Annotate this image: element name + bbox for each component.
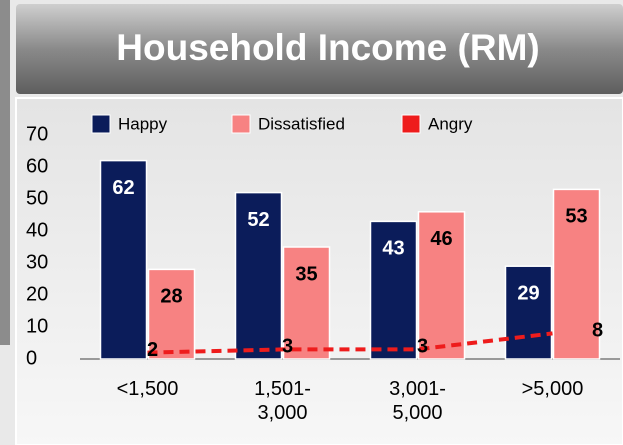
data-label: 53	[565, 206, 587, 228]
bar	[282, 246, 331, 360]
chart-title: Household Income (RM)	[116, 27, 539, 68]
bar	[147, 268, 196, 360]
header	[16, 4, 623, 94]
legend-swatch	[401, 114, 421, 134]
data-label: 29	[517, 282, 539, 304]
data-label: 3	[282, 336, 293, 358]
data-label: 43	[382, 238, 404, 260]
y-tick-label: 70	[26, 123, 48, 145]
y-tick-label: 20	[26, 283, 48, 305]
bar	[417, 211, 466, 360]
data-label: 35	[295, 263, 317, 285]
x-tick-label: <1,500	[116, 378, 179, 400]
legend-swatch	[231, 114, 251, 134]
y-tick-label: 60	[26, 155, 48, 177]
y-tick-label: 40	[26, 219, 48, 241]
y-tick-label: 30	[26, 251, 48, 273]
legend-label: Happy	[118, 114, 168, 133]
bar	[99, 159, 148, 360]
bar	[504, 265, 553, 360]
line	[147, 331, 553, 355]
bar	[234, 191, 283, 360]
y-tick-label: 50	[26, 187, 48, 209]
legend-label: Angry	[428, 114, 473, 133]
legend-label: Dissatisfied	[258, 114, 345, 133]
side-panel	[0, 0, 10, 345]
data-label: 3	[417, 336, 428, 358]
data-label: 62	[112, 177, 134, 199]
legend-swatch	[91, 114, 111, 134]
bar	[552, 188, 601, 360]
data-label: 28	[160, 286, 182, 308]
x-tick-label: 3,001- 5,000	[389, 378, 446, 424]
data-label: 46	[430, 228, 452, 250]
bar	[369, 220, 418, 360]
x-tick-label: >5,000	[521, 378, 584, 400]
y-tick-label: 0	[26, 347, 37, 369]
data-label: 8	[592, 320, 603, 342]
data-label: 52	[247, 209, 269, 231]
data-label: 2	[147, 339, 158, 361]
y-tick-label: 10	[26, 315, 48, 337]
x-tick-label: 1,501- 3,000	[254, 378, 311, 424]
